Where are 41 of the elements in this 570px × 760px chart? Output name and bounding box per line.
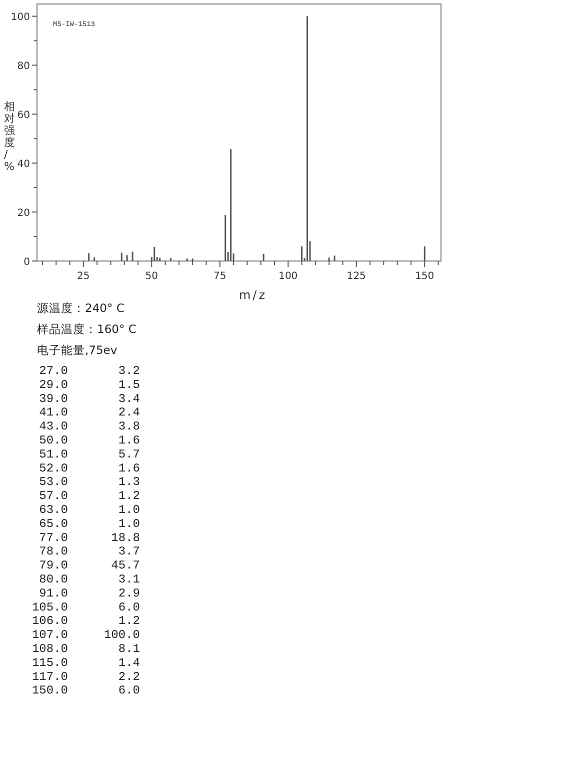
x-tick-label: 100 bbox=[278, 271, 298, 282]
text: 115.0 1.4 bbox=[32, 656, 140, 670]
text: 108.0 8.1 bbox=[32, 642, 140, 656]
text: 电子能量,75ev bbox=[37, 343, 118, 357]
y-tick-label: 60 bbox=[17, 110, 30, 122]
y-tick-label: 0 bbox=[24, 257, 30, 268]
text: 41.0 2.4 bbox=[32, 406, 140, 420]
text: 106.0 1.2 bbox=[32, 614, 140, 628]
text: 91.0 2.9 bbox=[32, 586, 140, 600]
text: 43.0 3.8 bbox=[32, 420, 140, 434]
text: 源温度：240° C bbox=[37, 301, 124, 315]
y-tick-label: 100 bbox=[10, 12, 30, 24]
text: 150.0 6.0 bbox=[32, 684, 140, 698]
x-tick-label: 75 bbox=[214, 271, 226, 282]
y-tick-label: 20 bbox=[17, 208, 30, 220]
text: 29.0 1.5 bbox=[32, 378, 140, 392]
text: 52.0 1.6 bbox=[32, 461, 140, 476]
text: 79.0 45.7 bbox=[32, 558, 140, 573]
y-axis-title: 相对强度/% bbox=[4, 100, 15, 173]
y-tick-label: 40 bbox=[17, 159, 30, 170]
text: 样品温度：160° C bbox=[37, 322, 136, 336]
text: 63.0 1.0 bbox=[32, 503, 140, 517]
text: 78.0 3.7 bbox=[32, 544, 140, 559]
x-tick-label: 25 bbox=[77, 271, 90, 282]
text: 51.0 5.7 bbox=[32, 447, 140, 462]
x-tick-label: 125 bbox=[346, 271, 366, 282]
text: 39.0 3.4 bbox=[32, 392, 140, 406]
text: 57.0 1.2 bbox=[32, 489, 140, 504]
x-axis-title: m/z bbox=[238, 288, 268, 302]
x-tick-label: 50 bbox=[145, 271, 158, 282]
text: 105.0 6.0 bbox=[32, 600, 140, 614]
text: 80.0 3.1 bbox=[32, 572, 140, 586]
text: 107.0 100.0 bbox=[32, 628, 140, 642]
text: 65.0 1.0 bbox=[32, 516, 140, 531]
text: 27.0 3.2 bbox=[32, 364, 140, 378]
text: 53.0 1.3 bbox=[32, 475, 140, 490]
text: 77.0 18.8 bbox=[32, 530, 140, 545]
x-tick-label: 150 bbox=[415, 271, 434, 282]
text: 50.0 1.6 bbox=[32, 434, 140, 448]
y-tick-label: 80 bbox=[17, 61, 30, 72]
text: 117.0 2.2 bbox=[32, 670, 140, 684]
